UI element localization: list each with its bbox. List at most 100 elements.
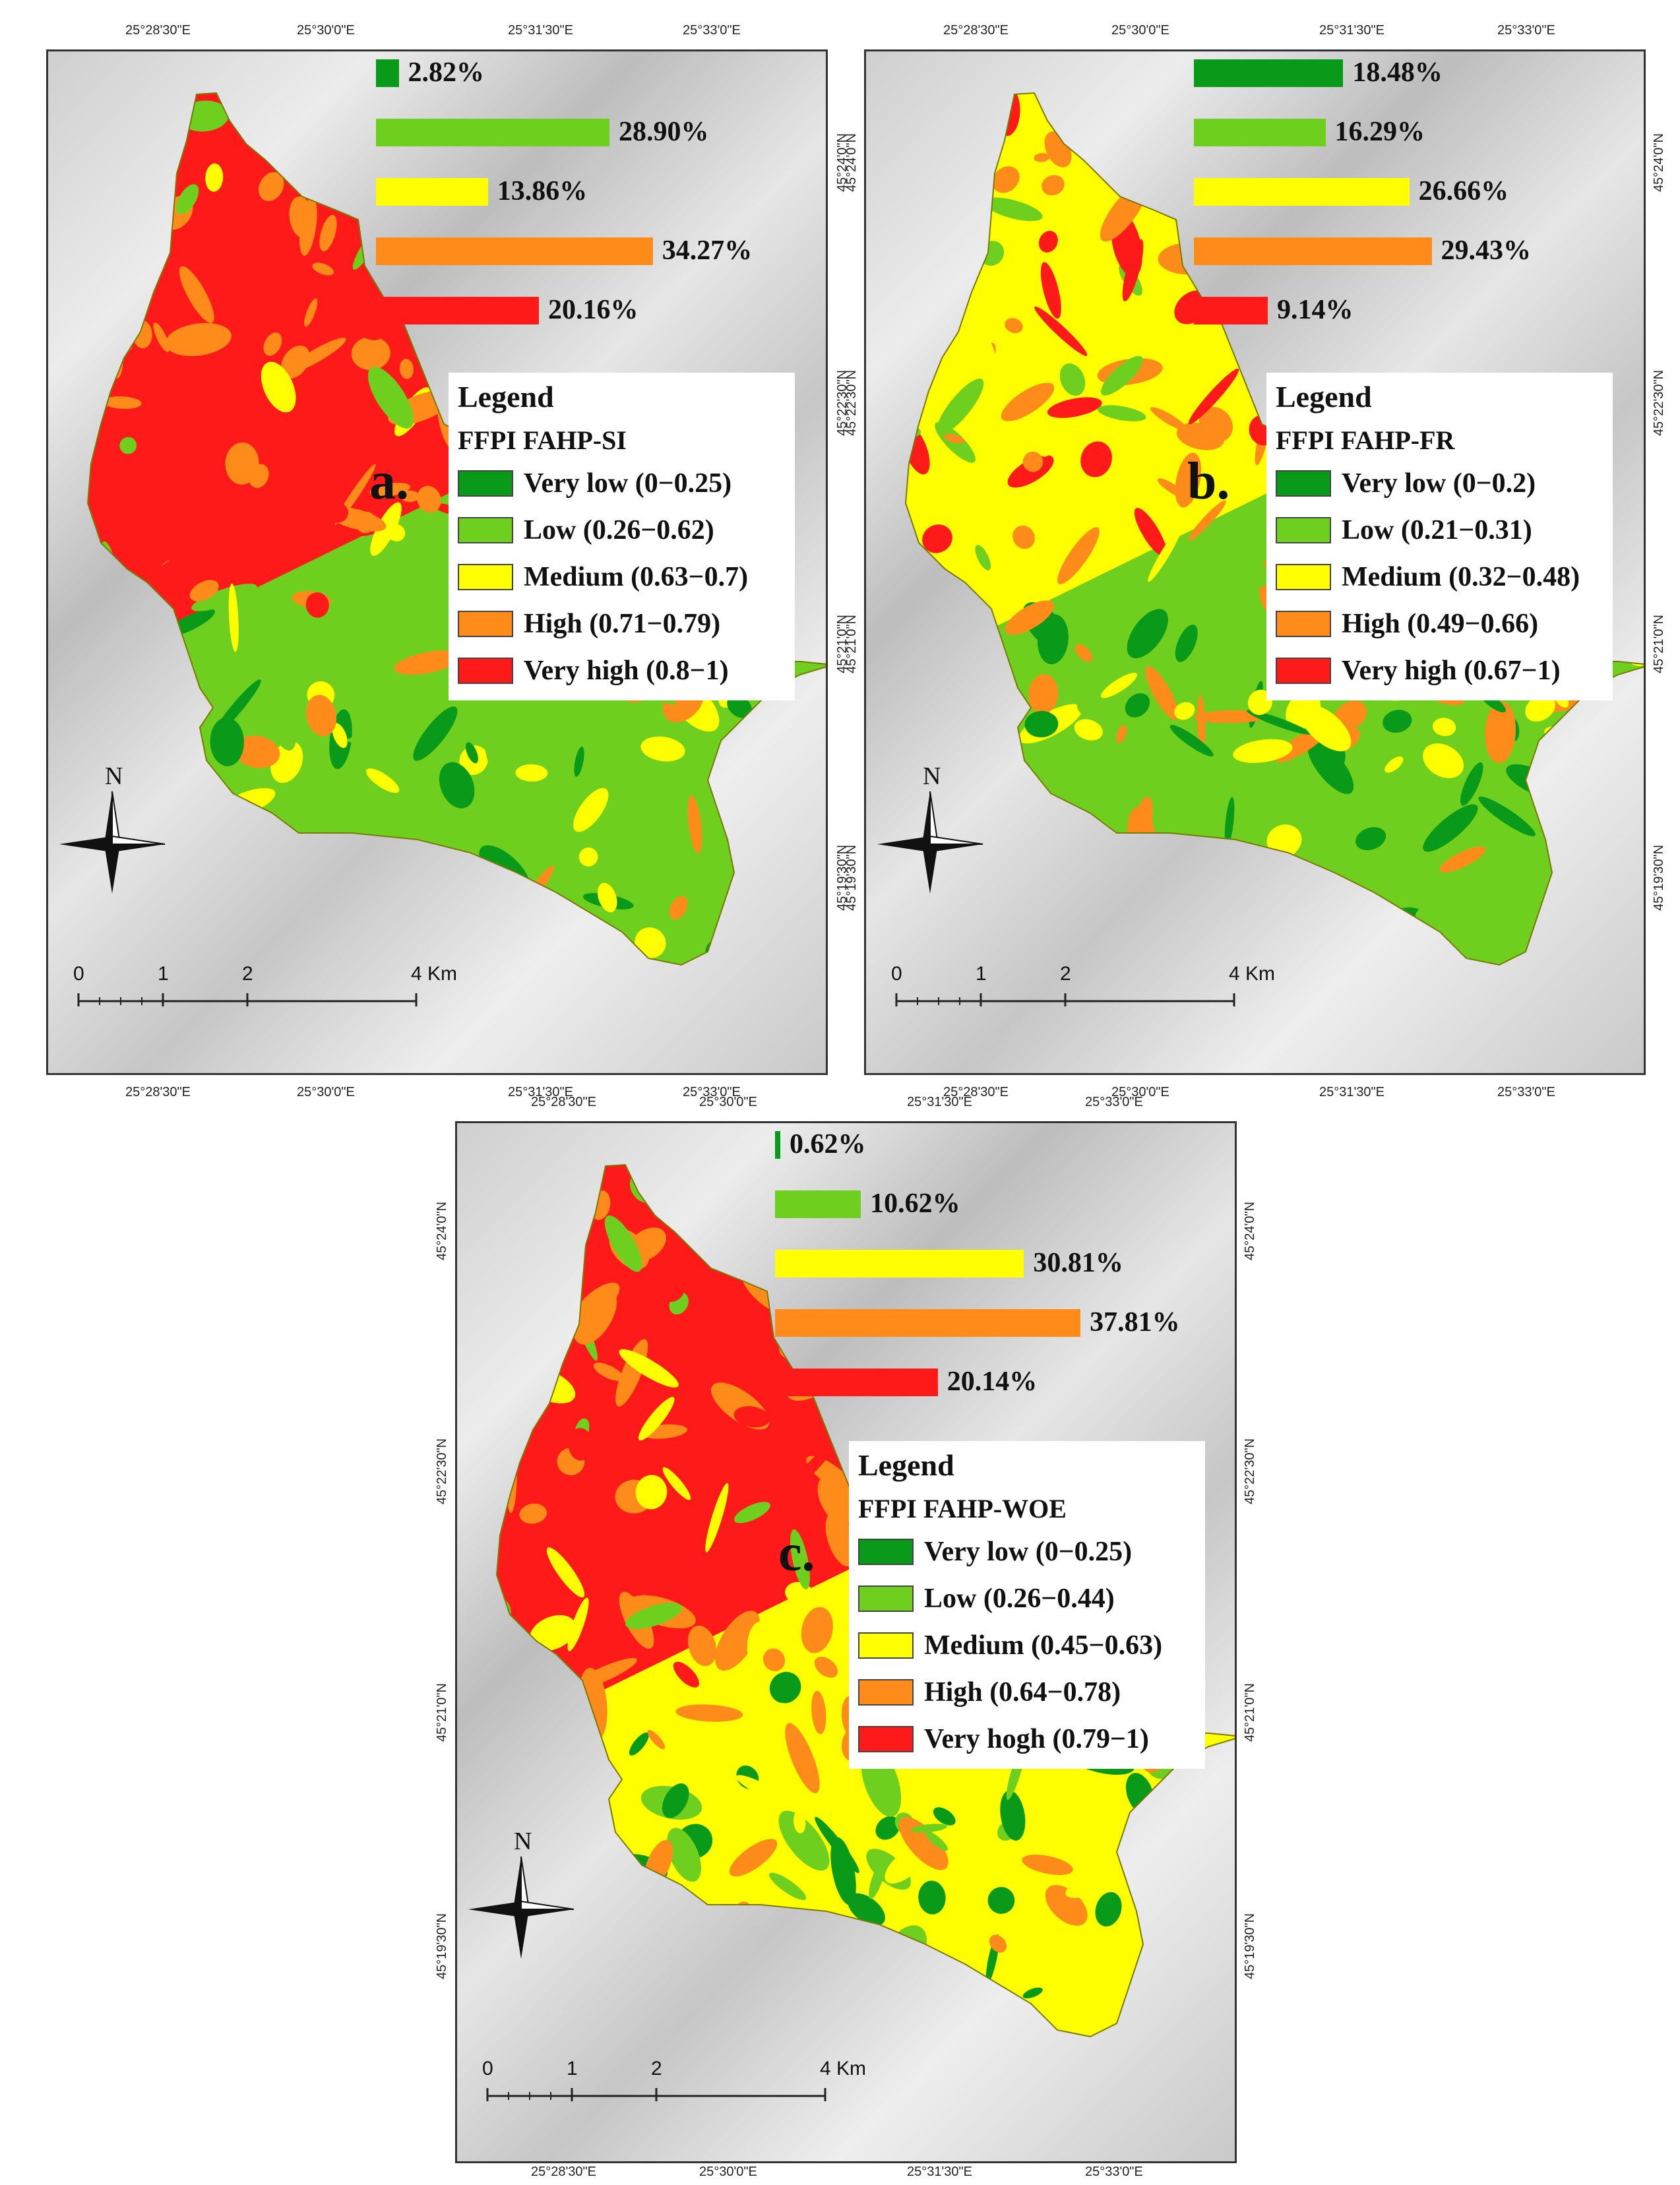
class-patch — [1562, 257, 1603, 300]
class-patch — [783, 140, 821, 161]
bar-row: 10.62% — [775, 1189, 993, 1218]
tick-label-top: 25°33'0"E — [1085, 1095, 1143, 1109]
class-patch — [1162, 1891, 1190, 1919]
legend-item-label: Very low (0−0.25) — [924, 1537, 1133, 1567]
class-patch — [795, 1445, 833, 1485]
scale-bar: 0 1 2 4 Km — [69, 963, 478, 1016]
scale-label: 4 Km — [1229, 963, 1276, 985]
class-patch — [571, 1783, 607, 1822]
legend-item-label: Low (0.26−0.62) — [524, 515, 714, 545]
class-patch — [1145, 666, 1179, 720]
class-patch — [527, 1751, 549, 1771]
class-patch — [1198, 407, 1233, 443]
class-patch — [571, 1657, 637, 1690]
bar-row: 26.66% — [1194, 177, 1541, 206]
class-patch — [906, 147, 929, 189]
legend-title: Legend — [458, 380, 554, 414]
legend-swatch — [858, 1632, 914, 1659]
class-patch — [573, 787, 609, 832]
class-patch — [528, 340, 549, 357]
class-patch — [175, 846, 209, 880]
class-patch — [814, 381, 826, 406]
class-patch — [88, 140, 119, 179]
class-patch — [1080, 441, 1112, 477]
class-patch — [366, 768, 400, 793]
legend-item: Very hogh (0.79−1) — [858, 1717, 1196, 1764]
scale-label: 0 — [482, 2058, 493, 2079]
class-patch — [657, 1972, 682, 1994]
percentage-bar — [376, 119, 610, 146]
class-patch — [1493, 142, 1522, 173]
class-patch — [756, 1985, 783, 2037]
class-patch — [519, 1503, 547, 1524]
percentage-bar — [775, 1250, 1024, 1277]
class-patch — [687, 795, 702, 854]
class-patch — [1197, 694, 1206, 753]
tick-label-right: 45°19'30"N — [1243, 1913, 1257, 1979]
class-patch — [1181, 1799, 1208, 1825]
class-patch — [1001, 383, 1055, 421]
class-patch — [305, 592, 329, 618]
north-label: N — [105, 762, 123, 790]
legend-item-label: Very low (0−0.2) — [1342, 468, 1536, 499]
class-patch — [704, 150, 731, 176]
class-patch — [1074, 644, 1092, 662]
north-label: N — [923, 762, 941, 790]
class-patch — [731, 1973, 746, 1998]
class-patch — [332, 723, 348, 749]
class-patch — [119, 437, 137, 454]
class-patch — [933, 1807, 956, 1826]
scale-label: 4 Km — [820, 2058, 867, 2079]
class-patch — [299, 197, 317, 256]
class-patch — [306, 694, 337, 737]
class-patch — [790, 1529, 810, 1589]
class-patch — [743, 878, 782, 912]
class-patch — [315, 476, 338, 541]
class-patch — [1250, 915, 1268, 933]
class-patch — [1074, 1766, 1088, 1789]
legend-item-label: Medium (0.32−0.48) — [1342, 562, 1580, 592]
class-patch — [1076, 683, 1104, 716]
legend-subtitle: FFPI FAHP-SI — [458, 425, 627, 455]
class-patch — [215, 851, 249, 902]
class-patch — [153, 322, 170, 352]
legend-swatch — [1276, 611, 1331, 637]
class-patch — [88, 216, 104, 235]
tick-label-left: 45°19'30"N — [435, 1913, 449, 1979]
tick-label-bottom: 25°28'30"E — [531, 2165, 596, 2179]
legend-item-label: Very high (0.8−1) — [524, 656, 729, 686]
class-patch — [733, 1406, 770, 1428]
class-patch — [776, 1990, 839, 2022]
class-patch — [367, 367, 414, 429]
class-patch — [1022, 451, 1043, 472]
class-patch — [1065, 1877, 1105, 1898]
percentage-bar — [376, 297, 539, 324]
class-patch — [400, 490, 420, 503]
class-patch — [1221, 1926, 1235, 1959]
class-patch — [1247, 689, 1272, 716]
legend-swatch — [858, 1539, 914, 1565]
class-patch — [1300, 704, 1352, 752]
legend-item: Low (0.21−0.31) — [1276, 508, 1603, 555]
legend-swatch — [458, 517, 513, 543]
class-patch — [258, 171, 284, 201]
class-patch — [88, 665, 117, 694]
class-patch — [1074, 719, 1103, 741]
class-patch — [319, 214, 337, 252]
class-patch — [1383, 710, 1412, 733]
tick-label-top: 25°28'30"E — [943, 23, 1009, 38]
class-patch — [918, 1880, 946, 1915]
tick-label-bottom: 25°30'0"E — [699, 2165, 757, 2179]
class-patch — [615, 1987, 638, 2004]
class-patch — [771, 328, 803, 346]
class-patch — [1082, 1165, 1105, 1198]
class-patch — [669, 896, 688, 920]
class-patch — [914, 741, 972, 764]
tick-label-bottom: 25°33'0"E — [683, 1085, 741, 1099]
class-patch — [1146, 716, 1176, 738]
scale-ruler — [486, 2088, 826, 2101]
class-patch — [1169, 1188, 1189, 1210]
class-patch — [623, 1981, 699, 1993]
legend-item-label: Low (0.21−0.31) — [1342, 515, 1532, 545]
class-patch — [1038, 231, 1058, 253]
